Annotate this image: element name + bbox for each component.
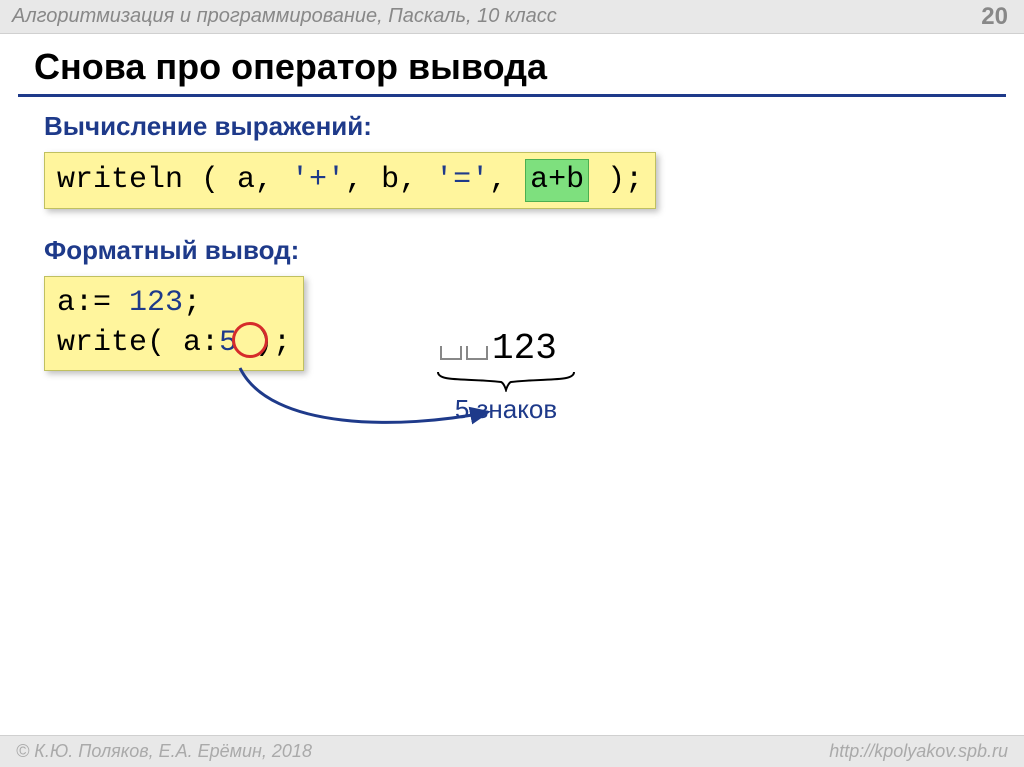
brace-annotation: 5 знаков <box>436 370 576 425</box>
slide-footer: © К.Ю. Поляков, Е.А. Ерёмин, 2018 http:/… <box>0 735 1024 767</box>
code-text: write( a: <box>57 326 219 360</box>
code-text: ); <box>589 163 643 197</box>
code-block-writeln: writeln ( a, '+', b, '=', a+b ); <box>44 152 656 209</box>
space-glyph-icon <box>440 346 462 360</box>
code-text: a:= <box>57 286 129 320</box>
output-digits: 123 <box>492 328 557 369</box>
curly-brace-icon <box>436 370 576 392</box>
footer-url: http://kpolyakov.spb.ru <box>829 741 1008 762</box>
subheading-format: Форматный вывод: <box>0 235 1024 266</box>
footer-copyright: © К.Ю. Поляков, Е.А. Ерёмин, 2018 <box>16 741 312 762</box>
slide-header: Алгоритмизация и программирование, Паска… <box>0 0 1024 34</box>
code-string-literal: '+' <box>291 163 345 197</box>
code-block-write: a:= 123; write( a:5 ); <box>44 276 304 371</box>
code-text: ); <box>237 326 291 360</box>
code-format-width: 5 <box>219 326 237 360</box>
code-text: , b, <box>345 163 435 197</box>
code-number: 123 <box>129 286 183 320</box>
subheading-expressions: Вычисление выражений: <box>0 111 1024 142</box>
code-text: , <box>489 163 525 197</box>
slide-title: Снова про оператор вывода <box>0 34 1024 94</box>
space-glyph-icon <box>466 346 488 360</box>
output-value: 123 <box>440 328 557 369</box>
page-number: 20 <box>981 3 1008 31</box>
brace-label: 5 знаков <box>436 394 576 425</box>
code-text: writeln ( a, <box>57 163 291 197</box>
code-text: ; <box>183 286 201 320</box>
breadcrumb: Алгоритмизация и программирование, Паска… <box>12 5 557 28</box>
title-underline <box>18 94 1006 97</box>
highlighted-expression: a+b <box>525 159 589 202</box>
code-string-literal: '=' <box>435 163 489 197</box>
